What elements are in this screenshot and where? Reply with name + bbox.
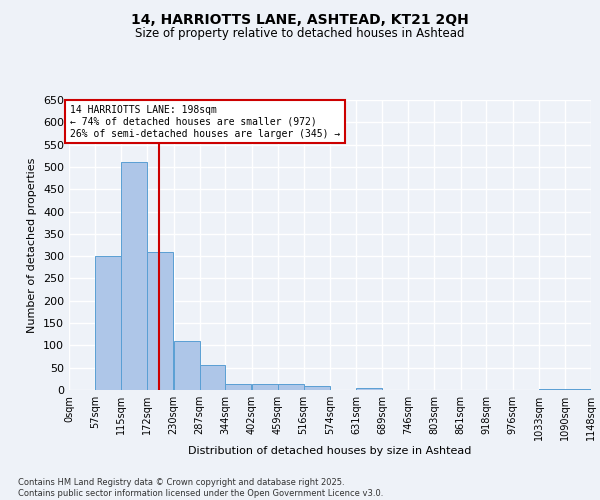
Bar xyxy=(304,386,329,390)
Bar xyxy=(121,162,147,390)
Text: Contains HM Land Registry data © Crown copyright and database right 2025.
Contai: Contains HM Land Registry data © Crown c… xyxy=(18,478,383,498)
Bar xyxy=(147,252,173,390)
Bar xyxy=(278,384,304,390)
Bar xyxy=(173,341,199,390)
Bar xyxy=(565,388,590,390)
Bar xyxy=(226,384,251,390)
Bar xyxy=(252,384,278,390)
Bar xyxy=(539,388,565,390)
Text: Size of property relative to detached houses in Ashtead: Size of property relative to detached ho… xyxy=(135,28,465,40)
Bar xyxy=(199,366,226,390)
Bar xyxy=(95,256,121,390)
Text: 14, HARRIOTTS LANE, ASHTEAD, KT21 2QH: 14, HARRIOTTS LANE, ASHTEAD, KT21 2QH xyxy=(131,12,469,26)
X-axis label: Distribution of detached houses by size in Ashtead: Distribution of detached houses by size … xyxy=(188,446,472,456)
Text: 14 HARRIOTTS LANE: 198sqm
← 74% of detached houses are smaller (972)
26% of semi: 14 HARRIOTTS LANE: 198sqm ← 74% of detac… xyxy=(70,106,340,138)
Y-axis label: Number of detached properties: Number of detached properties xyxy=(28,158,37,332)
Bar xyxy=(356,388,382,390)
